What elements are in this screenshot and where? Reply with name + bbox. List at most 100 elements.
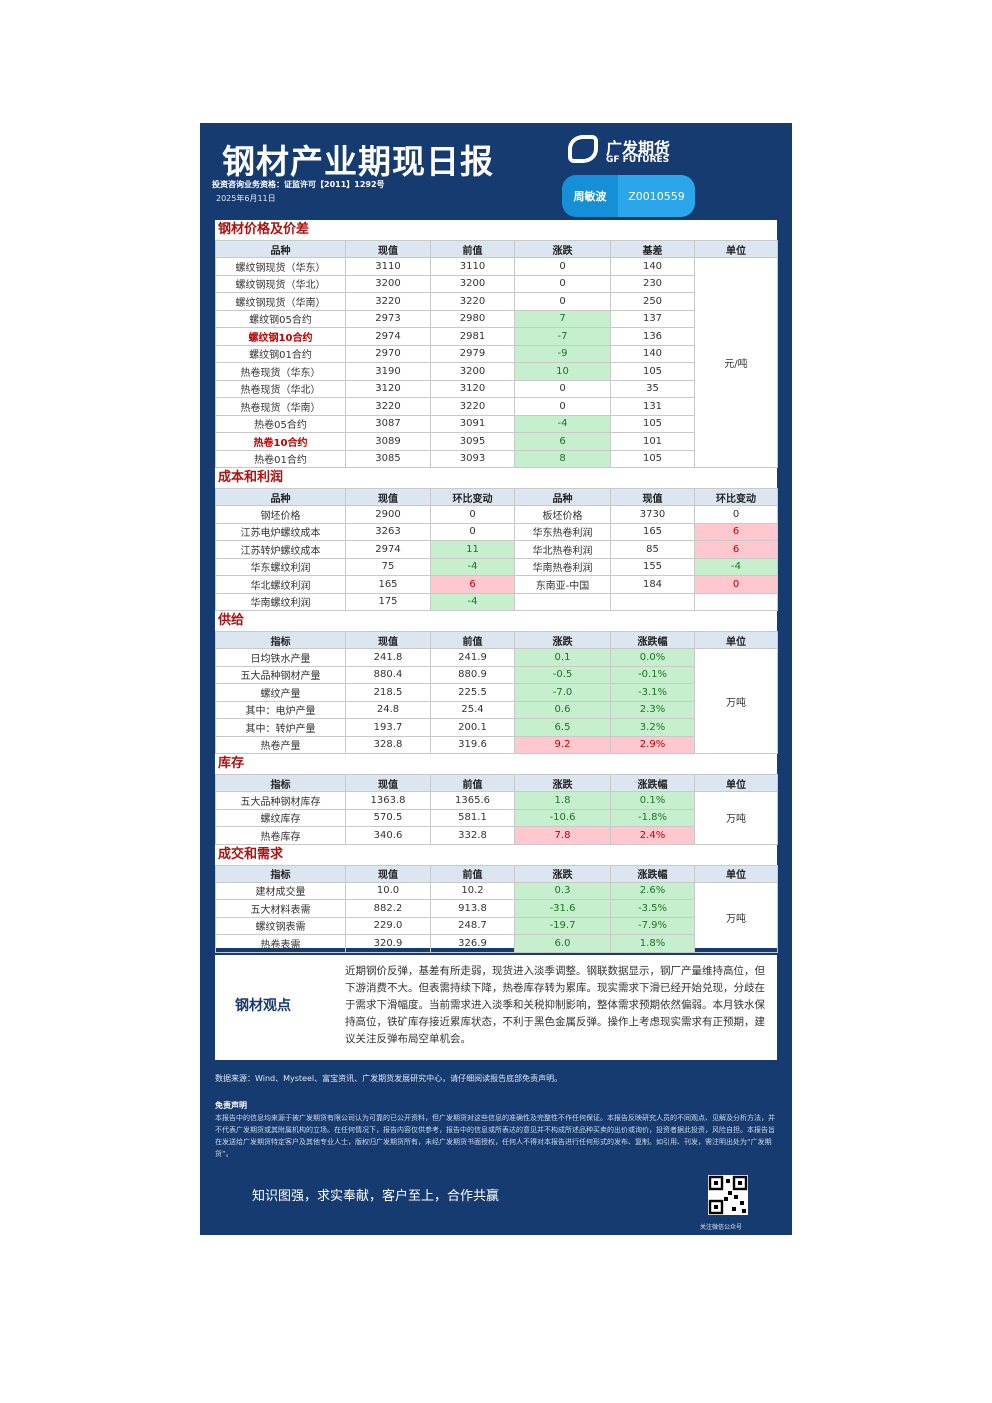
- cell: 0: [430, 522, 515, 541]
- header-row: 品种 现值 前值 涨跌 基差 单位: [215, 240, 778, 258]
- cell: 200.1: [430, 718, 515, 737]
- cell: 320.9: [345, 934, 431, 953]
- cell: 165: [345, 575, 431, 594]
- cell: 华东螺纹利润: [215, 557, 346, 576]
- cell: -0.5: [514, 665, 611, 684]
- cell: 1365.6: [430, 791, 515, 810]
- unit-cell: 万吨: [694, 648, 778, 754]
- section-title: 供给: [218, 613, 245, 628]
- cell: 241.8: [345, 648, 431, 667]
- cell: 华南热卷利润: [514, 557, 611, 576]
- cell: 3110: [430, 257, 515, 276]
- cell: 热卷01合约: [215, 449, 346, 468]
- data-source: 数据来源：Wind、Mysteel、富宝资讯、广发期货发展研究中心，请仔细阅读报…: [215, 1074, 563, 1083]
- cell: 0: [694, 505, 778, 524]
- data-sheet: 钢材价格及价差 品种 现值 前值 涨跌 基差 单位 螺纹钢现货（华东） 3110 3110 0 140…: [215, 220, 778, 953]
- cell: 0.1%: [610, 791, 695, 810]
- data-row: 其中：电炉产量 24.8 25.4 0.6 2.3%: [215, 700, 778, 719]
- cell: 6: [694, 522, 778, 541]
- cell: -3.5%: [610, 899, 695, 918]
- data-row: 螺纹钢现货（华东） 3110 3110 0 140 元/吨: [215, 257, 778, 468]
- cell: 螺纹钢表需: [215, 916, 346, 935]
- cell: 2.9%: [610, 735, 695, 754]
- cell: 0.0%: [610, 648, 695, 667]
- cell: -0.1%: [610, 665, 695, 684]
- data-row: 五大品种钢材产量 880.4 880.9 -0.5 -0.1%: [215, 665, 778, 684]
- column-header: 涨跌幅: [610, 774, 695, 792]
- cell: 2980: [430, 309, 515, 328]
- data-row: 螺纹钢现货（华北） 3200 3200 0 230: [215, 274, 778, 293]
- cell: 钢坯价格: [215, 505, 346, 524]
- cell: 0: [514, 292, 611, 311]
- cell: 328.8: [345, 735, 431, 754]
- cell: 332.8: [430, 826, 515, 845]
- cell: 3200: [345, 274, 431, 293]
- cell: 131: [610, 397, 695, 416]
- cell: 2970: [345, 344, 431, 363]
- qr-code: [708, 1175, 748, 1215]
- data-row: 螺纹钢01合约 2970 2979 -9 140: [215, 344, 778, 363]
- slogan: 知识图强，求实奉献，客户至上，合作共赢: [252, 1189, 500, 1204]
- column-header: 涨跌: [514, 774, 611, 792]
- data-row: 热卷现货（华南） 3220 3220 0 131: [215, 397, 778, 416]
- view-box: 钢材观点 近期钢价反弹，基差有所走弱，现货进入淡季调整。钢联数据显示，钢厂产量维…: [215, 955, 777, 1060]
- cell: 85: [610, 540, 695, 559]
- data-row: 五大材料表需 882.2 913.8 -31.6 -3.5%: [215, 899, 778, 918]
- data-row: 热卷05合约 3087 3091 -4 105: [215, 414, 778, 433]
- cell: 155: [610, 557, 695, 576]
- cell: 340.6: [345, 826, 431, 845]
- column-header: 环比变动: [694, 488, 778, 506]
- cell: 581.1: [430, 808, 515, 827]
- cell: 101: [610, 432, 695, 451]
- data-table: 指标 现值 前值 涨跌 涨跌幅 单位 五大品种钢材库存 1363.8 1365.6 1.8 0.1%…: [215, 774, 778, 845]
- cell: 11: [430, 540, 515, 559]
- cell: 3190: [345, 362, 431, 381]
- cell: 0: [514, 274, 611, 293]
- cell: 3110: [345, 257, 431, 276]
- unit-cell: 元/吨: [694, 257, 778, 468]
- data-table: 品种 现值 前值 涨跌 基差 单位 螺纹钢现货（华东） 3110 3110 0 140 元/吨 螺纹钢现…: [215, 240, 778, 468]
- cell: 10.0: [345, 881, 431, 900]
- cell: -7.9%: [610, 916, 695, 935]
- cell: 3.2%: [610, 718, 695, 737]
- cell: 3220: [430, 292, 515, 311]
- cell: 326.9: [430, 934, 515, 953]
- cell: 螺纹钢现货（华东）: [215, 257, 346, 276]
- cell: 319.6: [430, 735, 515, 754]
- data-row: 其中：转炉产量 193.7 200.1 6.5 3.2%: [215, 718, 778, 737]
- cell: 165: [610, 522, 695, 541]
- cell: 880.9: [430, 665, 515, 684]
- cell: 螺纹钢现货（华北）: [215, 274, 346, 293]
- cell: 0: [514, 257, 611, 276]
- data-row: 螺纹钢10合约 2974 2981 -7 136: [215, 327, 778, 346]
- cell: 3091: [430, 414, 515, 433]
- cell: 913.8: [430, 899, 515, 918]
- cell: 东南亚-中国: [514, 575, 611, 594]
- cell: 热卷05合约: [215, 414, 346, 433]
- column-header: 前值: [430, 631, 515, 649]
- section-title: 库存: [218, 756, 245, 771]
- header-row: 指标 现值 前值 涨跌 涨跌幅 单位: [215, 864, 778, 883]
- cell: 0: [514, 379, 611, 398]
- section-title: 成本和利润: [218, 470, 284, 485]
- data-row: 五大品种钢材库存 1363.8 1365.6 1.8 0.1% 万吨: [215, 791, 778, 845]
- cell: 248.7: [430, 916, 515, 935]
- cell: 241.9: [430, 648, 515, 667]
- empty-cell: [694, 592, 778, 611]
- report-date: 2025年6月11日: [216, 194, 276, 203]
- data-row: 建材成交量 10.0 10.2 0.3 2.6% 万吨: [215, 881, 778, 953]
- license: 投资咨询业务资格：证监许可【2011】1292号: [212, 180, 385, 189]
- cell: -19.7: [514, 916, 611, 935]
- column-header: 涨跌幅: [610, 864, 695, 883]
- cell: 建材成交量: [215, 881, 346, 900]
- cell: 3120: [430, 379, 515, 398]
- cell: 1363.8: [345, 791, 431, 810]
- data-row: 日均铁水产量 241.8 241.9 0.1 0.0% 万吨: [215, 648, 778, 754]
- cell: 华北螺纹利润: [215, 575, 346, 594]
- data-row: 江苏电炉螺纹成本 3263 0 华东热卷利润 165 6: [215, 522, 778, 541]
- data-table: 品种 现值 环比变动 品种 现值 环比变动 钢坯价格 2900 0 板坯价格 3730 0 江苏电炉螺纹…: [215, 488, 778, 611]
- cell: 3220: [430, 397, 515, 416]
- cell: 218.5: [345, 683, 431, 702]
- cell: -9: [514, 344, 611, 363]
- cell: -7.0: [514, 683, 611, 702]
